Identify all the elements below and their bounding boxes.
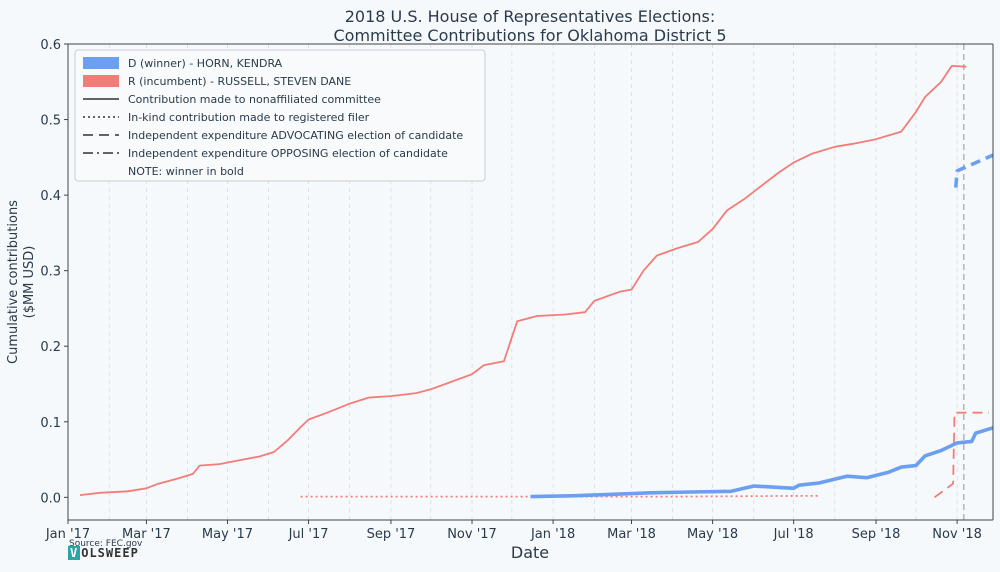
x-tick-label: Jan '18	[530, 527, 575, 542]
x-tick-label: Jul '18	[773, 527, 814, 542]
legend: D (winner) - HORN, KENDRA R (incumbent) -…	[74, 49, 486, 182]
x-tick-label: Mar '18	[607, 527, 656, 542]
y-axis-label-line1: Cumulative contributions	[6, 200, 21, 364]
legend-label: In-kind contribution made to registered …	[128, 111, 370, 124]
x-tick-label: Nov '18	[932, 527, 982, 542]
y-tick-label: 0.3	[40, 265, 61, 280]
series-line-D-dashed	[954, 153, 994, 188]
legend-swatch	[83, 75, 119, 87]
x-tick-label: Mar '17	[122, 527, 171, 542]
series-line-R-dotted	[300, 494, 819, 498]
x-tick-label: May '18	[687, 527, 738, 542]
series-line-D-solid	[530, 426, 994, 499]
chart-subtitle: Committee Contributions for Oklahoma Dis…	[334, 26, 727, 45]
legend-label: Independent expenditure OPPOSING electio…	[128, 147, 448, 160]
x-tick-label: Jul '17	[288, 527, 329, 542]
legend-label: Contribution made to nonaffiliated commi…	[128, 93, 381, 106]
series-line-R-solid	[79, 65, 967, 496]
legend-box	[74, 49, 486, 182]
legend-swatch	[83, 57, 119, 69]
x-tick-label: Sep '18	[852, 527, 901, 542]
x-tick-label: Sep '17	[367, 527, 416, 542]
x-tick-label: Nov '17	[447, 527, 497, 542]
y-tick-label: 0.4	[40, 189, 61, 204]
y-tick-label: 0.2	[40, 340, 61, 355]
y-axis-label-line2: ($MM USD)	[22, 246, 37, 319]
y-tick-label: 0.6	[40, 38, 61, 53]
y-tick-label: 0.0	[40, 491, 61, 506]
x-axis-label: Date	[511, 543, 549, 562]
y-tick-label: 0.1	[40, 416, 61, 431]
y-tick-label: 0.5	[40, 114, 61, 129]
x-tick-label: May '17	[202, 527, 253, 542]
legend-label: NOTE: winner in bold	[128, 165, 244, 178]
source-note: Source: FEC.gov	[69, 539, 143, 549]
legend-label: R (incumbent) - RUSSELL, STEVEN DANE	[128, 75, 351, 88]
legend-label: Independent expenditure ADVOCATING elect…	[128, 129, 463, 142]
axes: 0.0 0.1 0.2 0.3 0.4 0.5 0.6 Jan '17 Mar '17 May '…	[40, 38, 994, 542]
legend-label: D (winner) - HORN, KENDRA	[128, 57, 283, 70]
chart-title: 2018 U.S. House of Representatives Elect…	[345, 7, 716, 26]
plot-area	[79, 44, 994, 520]
x-tick-label: Jan '17	[45, 527, 90, 542]
brand-logo: V OLSWEEP	[68, 546, 139, 560]
